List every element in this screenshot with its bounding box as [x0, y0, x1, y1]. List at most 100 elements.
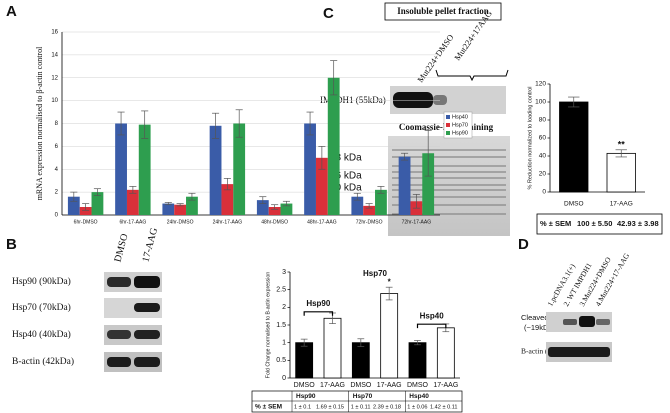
bar [256, 200, 269, 215]
error-bar [412, 194, 420, 209]
bar [559, 101, 589, 193]
table-cell: 42.93 ± 3.98 [617, 219, 659, 228]
table-cell: 1 ± 0.06 [407, 404, 427, 410]
x-tick-label: 48hr-DMSO [261, 219, 288, 225]
y-tick-label: 120 [535, 81, 546, 88]
error-bar [365, 203, 373, 209]
bar [351, 196, 364, 215]
bar [351, 342, 370, 379]
band [107, 357, 131, 367]
bar [422, 153, 435, 215]
panel-label: C [323, 5, 334, 22]
table-cell: 1.69 ± 0.15 [316, 404, 344, 410]
y-axis-label: % Reduction normalized to loading contro… [527, 86, 533, 189]
band [596, 319, 610, 325]
y-tick-label: 40 [539, 153, 547, 160]
error-bar [318, 146, 326, 170]
x-tick-label: DMSO [350, 382, 372, 389]
gel-bands [392, 149, 506, 215]
bar [363, 205, 376, 215]
x-tick-label: DMSO [564, 201, 584, 208]
y-tick-label: 16 [51, 30, 58, 36]
bar [233, 123, 246, 215]
bar [327, 77, 340, 215]
band [134, 357, 160, 367]
y-tick-label: 0 [282, 375, 286, 382]
error-bar [300, 338, 308, 347]
y-tick-label: 0 [542, 189, 546, 196]
bar [209, 125, 222, 215]
legend-swatch [446, 123, 450, 127]
bar [221, 184, 234, 215]
legend-swatch [446, 115, 450, 119]
error-bar [377, 186, 385, 194]
error-bar [141, 110, 149, 139]
error-bar [223, 178, 231, 191]
lane-label: DMSO [112, 233, 130, 264]
y-tick-label: 1.5 [276, 322, 286, 329]
table-header: Hsp40 [409, 393, 429, 400]
error-bar [414, 340, 421, 346]
panel-label: A [6, 3, 17, 20]
bar [115, 123, 127, 215]
legend-swatch [446, 131, 450, 135]
y-tick-label: 100 [535, 99, 546, 106]
error-bar [424, 130, 432, 177]
x-tick-label: 17-AAG [433, 382, 458, 389]
x-tick-label: DMSO [407, 382, 429, 389]
x-tick-label: 17-AAG [610, 201, 633, 208]
blot-row-label: B-actin (42kDa) [12, 356, 74, 367]
table-cell: 1 ± 0.1 [294, 404, 311, 410]
title-box [384, 2, 502, 21]
band [134, 303, 160, 312]
y-tick-label: 10 [51, 98, 58, 104]
table-header: Hsp70 [353, 393, 373, 400]
table-c: % ± SEM 100 ± 5.50 42.93 ± 3.98 [536, 213, 663, 235]
x-tick-label: 72hr-17-AAG [402, 219, 432, 225]
blot-b: DMSO 17-AAG Hsp90 (90kDa) Hsp70 (70kDa) … [12, 227, 162, 372]
error-bar [330, 60, 338, 96]
bar [280, 203, 293, 215]
bar [67, 196, 80, 215]
bar [91, 192, 104, 215]
bar [79, 206, 92, 215]
blot-d: 1.pcDNA3.1(+) 2. WT IMPDH1 3.Mut224+DMSO… [521, 251, 631, 362]
band [579, 316, 595, 327]
blot-row-label: Hsp90 (90kDa) [12, 276, 71, 287]
band [393, 92, 433, 108]
x-tick-label: 24hr-DMSO [167, 219, 194, 225]
y-tick-label: 80 [539, 117, 547, 124]
y-tick-label: 0.5 [276, 357, 286, 364]
bar [295, 342, 314, 379]
band [107, 330, 131, 339]
y-tick-label: 4 [55, 167, 59, 173]
x-tick-label: DMSO [294, 382, 316, 389]
error-bar [235, 109, 243, 138]
table-b: Hsp90 Hsp70 Hsp40 % ± SEM 1 ± 0.1 1.69 ±… [251, 390, 463, 413]
error-bar [357, 338, 365, 347]
error-bar [306, 111, 314, 136]
brace [435, 69, 509, 82]
bar [126, 189, 139, 215]
table-row-label: % ± SEM [255, 404, 282, 411]
marker-label: 30 kDa [330, 183, 362, 194]
lane-label: 17-AAG [140, 227, 160, 264]
bar [398, 156, 411, 215]
bar [268, 206, 281, 215]
error-bar [188, 192, 196, 201]
error-bar [117, 111, 125, 136]
y-axis-label: Fold Change normalised to B-actin expres… [265, 272, 271, 379]
legend-label: Hsp70 [452, 122, 468, 128]
bar [323, 317, 342, 379]
error-bar [129, 186, 137, 194]
y-tick-label: 2.5 [276, 287, 286, 294]
bar [315, 157, 328, 215]
band [433, 95, 447, 105]
bar [304, 123, 316, 215]
x-tick-label: 17-AAG [320, 382, 345, 389]
panel-label: B [6, 236, 17, 253]
x-tick-label: 24hr-17-AAG [213, 219, 243, 225]
annotation: Hsp70 [363, 269, 388, 278]
bracket [303, 311, 334, 316]
